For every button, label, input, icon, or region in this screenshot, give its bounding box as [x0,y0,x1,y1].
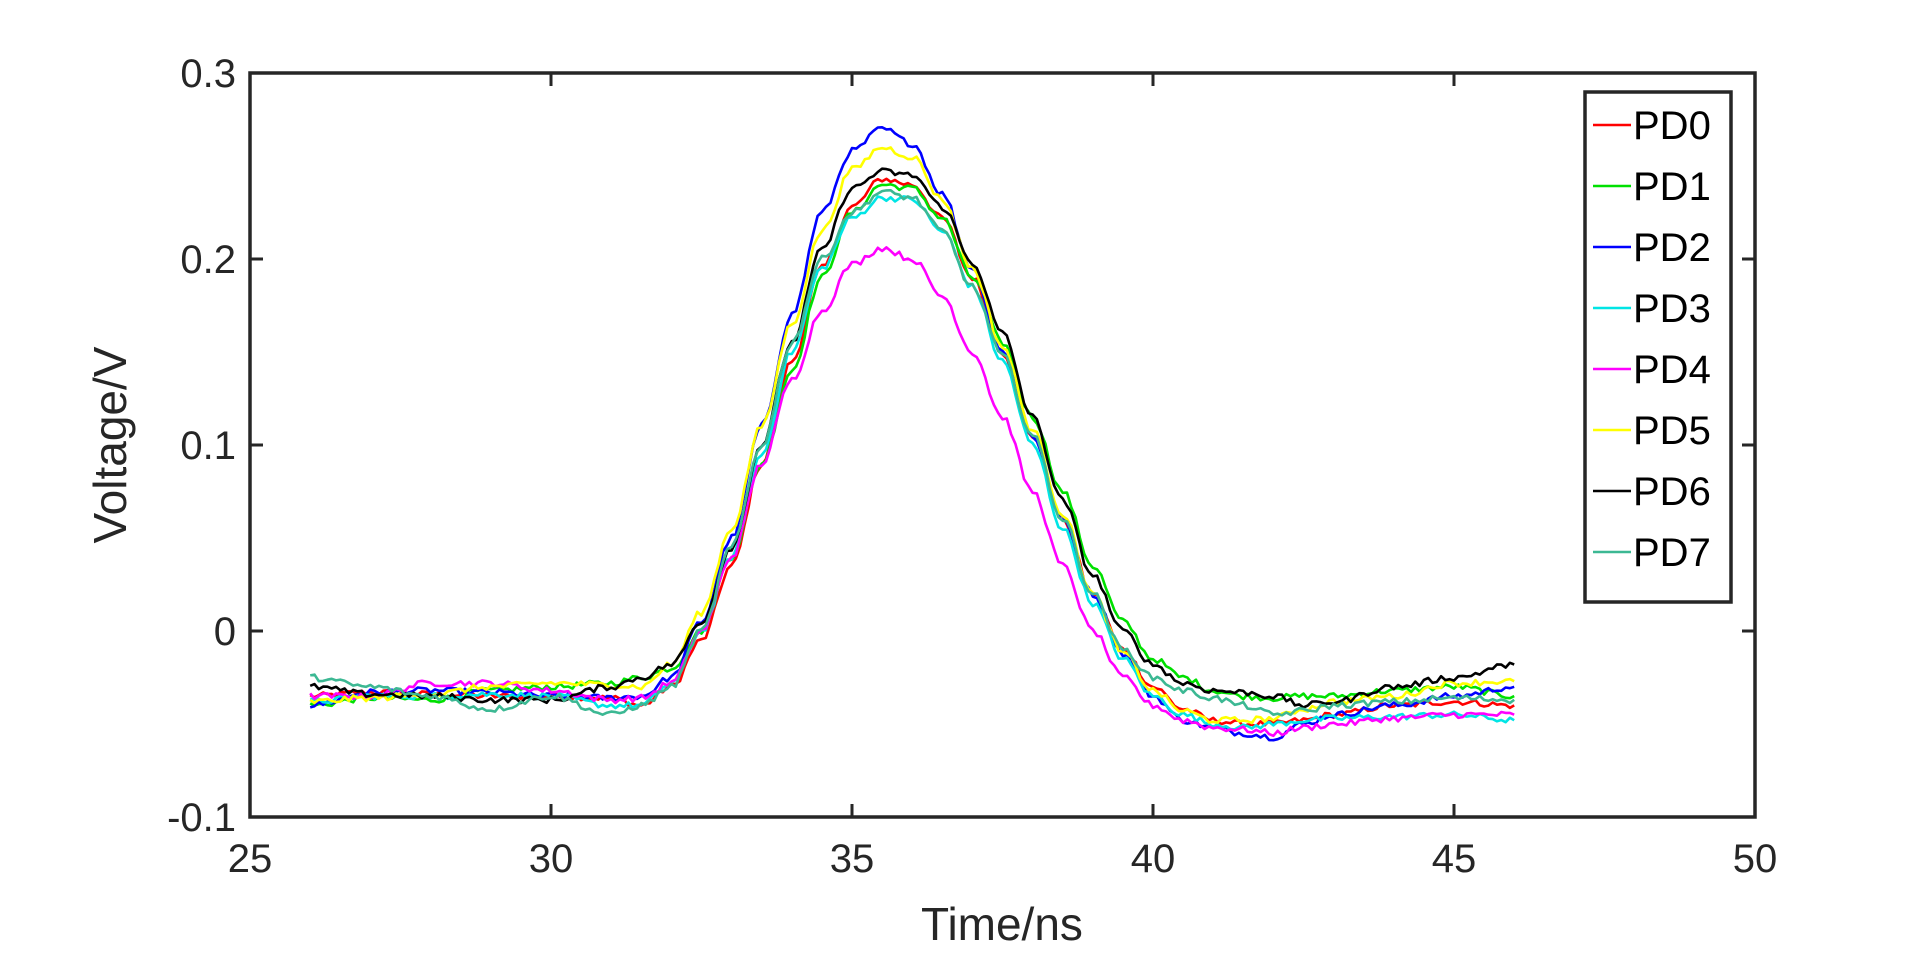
tick-labels-layer: 25 30 35 40 45 50 -0.1 0 0.1 0.2 0.3 [167,52,1777,881]
series-line-pd7 [309,189,1515,717]
legend-label-pd6: PD6 [1633,470,1711,514]
legend-label-pd1: PD1 [1633,165,1711,209]
series-line-pd5 [309,146,1515,725]
legend-label-pd0: PD0 [1633,104,1711,148]
series-line-pd3 [309,195,1515,731]
legend: PD0 PD1 PD2 PD3 PD4 PD5 PD6 PD7 [1583,90,1733,604]
x-tick-label: 25 [228,837,273,881]
legend-box [1583,90,1733,604]
series-line-pd2 [309,126,1515,742]
y-tick-label: -0.1 [167,796,236,840]
y-axis-title: Voltage/V [84,346,136,543]
y-tick-label: 0 [214,610,236,654]
legend-label-pd2: PD2 [1633,226,1711,270]
y-tick-label: 0.1 [180,424,236,468]
legend-label-pd3: PD3 [1633,287,1711,331]
x-tick-label: 35 [830,837,875,881]
y-tick-label: 0.3 [180,52,236,96]
series-line-pd6 [309,167,1515,709]
x-axis-title: Time/ns [921,898,1083,950]
x-tick-label: 30 [529,837,574,881]
series-layer [309,126,1515,742]
x-tick-label: 45 [1432,837,1477,881]
legend-label-pd5: PD5 [1633,409,1711,453]
legend-label-pd7: PD7 [1633,531,1711,575]
legend-label-pd4: PD4 [1633,348,1711,392]
x-tick-label: 50 [1733,837,1778,881]
x-tick-label: 40 [1131,837,1176,881]
ticks-layer [248,71,1757,819]
y-tick-label: 0.2 [180,238,236,282]
